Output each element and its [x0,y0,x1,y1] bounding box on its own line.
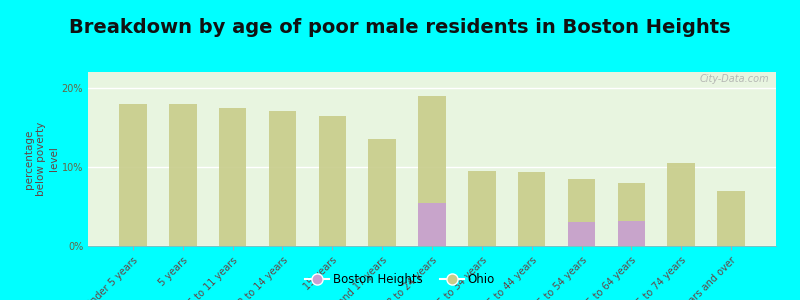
Bar [269,111,296,246]
Bar [618,183,645,246]
Text: City-Data.com: City-Data.com [699,74,769,84]
Bar [418,96,446,246]
Bar [618,221,645,246]
Bar [169,104,197,246]
Bar [219,108,246,246]
Bar [518,172,546,246]
Legend: Boston Heights, Ohio: Boston Heights, Ohio [301,269,499,291]
Bar [318,116,346,246]
Y-axis label: percentage
below poverty
level: percentage below poverty level [24,122,59,196]
Bar [119,103,146,246]
Text: Breakdown by age of poor male residents in Boston Heights: Breakdown by age of poor male residents … [69,18,731,37]
Bar [468,171,495,246]
Bar [568,222,595,246]
Bar [369,139,396,246]
Bar [418,202,446,246]
Bar [718,190,745,246]
Bar [667,163,695,246]
Bar [568,179,595,246]
